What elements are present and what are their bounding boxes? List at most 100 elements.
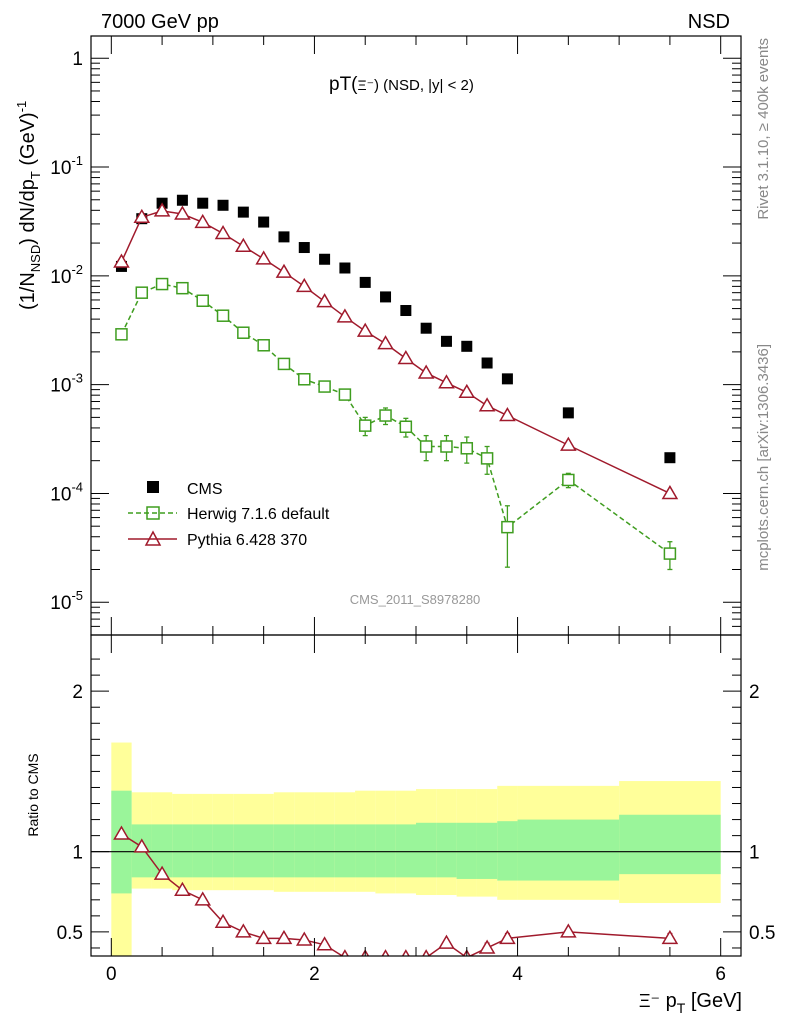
ratio-xtick-label: 4 [512, 964, 523, 985]
pythia-point [255, 250, 272, 265]
herwig-point [155, 277, 169, 291]
header-right: NSD [688, 11, 730, 33]
ratio-ytick-label: 1 [72, 843, 83, 864]
herwig-point [358, 419, 372, 432]
pythia-point [336, 308, 354, 323]
ratio-band-inner [192, 824, 213, 878]
cms-point [258, 216, 270, 228]
herwig-point [399, 420, 413, 434]
legend-cms-label: CMS [187, 481, 223, 498]
ratio-pythia-point [275, 929, 293, 945]
herwig-point [338, 388, 352, 401]
ratio-xtick-label: 2 [309, 964, 320, 985]
herwig-point [176, 281, 189, 295]
main-ylabel: (1/NNSD) dN/dpT (GeV)-1 [14, 101, 43, 310]
main-ytick-label: 10-5 [50, 588, 83, 614]
cms-point [217, 199, 229, 211]
ratio-ylabel: Ratio to CMS [25, 753, 41, 836]
cms-point [400, 305, 412, 317]
ratio-band-inner [294, 824, 315, 878]
pythia-point [458, 383, 476, 399]
ratio-xtick-label: 0 [106, 964, 117, 985]
main-ytick-exponent: -5 [71, 588, 83, 603]
main-ytick-label: 10-4 [50, 479, 83, 505]
ratio-xtick-label: 6 [715, 964, 726, 985]
cms-point [237, 206, 249, 218]
ratio-band-inner [151, 824, 173, 878]
ratio-band-inner [253, 824, 274, 878]
herwig-point [501, 520, 514, 534]
pythia-point [174, 205, 191, 220]
ratio-band-inner [456, 822, 477, 879]
ratio-pythia-point [133, 838, 151, 853]
herwig-point [419, 440, 433, 453]
legend-herwig-label: Herwig 7.1.6 default [187, 506, 330, 523]
ratio-band-inner [497, 821, 518, 881]
cms-point [298, 242, 310, 254]
ratio-band-inner [334, 824, 356, 878]
cms-point [562, 407, 574, 419]
rivet-label: Rivet 3.1.10, ≥ 400k events [755, 38, 772, 220]
cms-point [319, 253, 331, 265]
legend-cms-marker [147, 481, 159, 493]
ratio-pythia-point [661, 929, 679, 945]
main-ytick-exponent: -3 [71, 371, 83, 386]
main-ytick-label: 10-1 [50, 153, 83, 179]
main-ytick-label: 10-3 [50, 371, 83, 397]
ratio-pythia-point [174, 881, 191, 896]
cms-point [664, 452, 676, 464]
xlabel-unit: [GeV] [685, 990, 742, 1012]
mcplots-label: mcplots.cern.ch [arXiv:1306.3436] [755, 344, 772, 571]
ratio-band-inner [111, 790, 132, 894]
main-ytick-label: 1 [72, 49, 83, 70]
ratio-band-inner [314, 824, 335, 878]
main-series-layer [113, 194, 679, 571]
ratio-pythia-point [214, 913, 232, 929]
ratio-pythia-point [438, 934, 455, 949]
analysis-watermark: CMS_2011_S8978280 [350, 592, 481, 607]
main-panel: 1 10-1 10-2 10-3 10-4 10-5 pT(Ξ⁻) (NSD, |y| <… [14, 35, 742, 636]
pythia-point [295, 277, 313, 293]
pythia-point [438, 374, 455, 389]
ratio-pythia-point [113, 825, 130, 840]
pythia-point [397, 349, 415, 365]
herwig-point [480, 452, 494, 465]
main-ytick-exponent: -2 [71, 262, 83, 277]
ratio-pythia-point [235, 923, 252, 938]
ratio-series-group [113, 825, 679, 956]
ratio-xlabel: Ξ⁻ pT [GeV] [639, 990, 742, 1016]
main-axis-ticks: 1 10-1 10-2 10-3 10-4 10-5 [50, 36, 741, 635]
ratio-pythia-point [422, 949, 431, 956]
ratio-band-inner [436, 822, 457, 878]
ratio-pythia-point [560, 923, 577, 938]
herwig-point [460, 442, 474, 455]
cms-point [339, 262, 351, 274]
ratio-band-inner [476, 822, 498, 879]
ratio-pythia-point [499, 929, 516, 945]
herwig-point [196, 294, 209, 308]
herwig-point [318, 380, 331, 393]
herwig-point [237, 326, 250, 339]
ratio-pythia-point [340, 949, 349, 956]
herwig-line [120, 283, 671, 555]
ratio-ytick-label: 2 [72, 682, 83, 703]
ratio-band-inner [375, 824, 396, 878]
pythia-point [133, 208, 151, 224]
cms-point [359, 276, 371, 288]
ratio-band-inner [212, 824, 234, 878]
ratio-pythia-point [478, 939, 496, 954]
cms-point [501, 373, 513, 385]
ratio-uncertainty-bands [91, 742, 741, 956]
ratio-ytick-label-right: 1 [749, 843, 760, 864]
legend: CMS Herwig 7.1.6 default Pythia 6.428 37… [128, 481, 330, 549]
cms-point [461, 340, 473, 352]
ratio-ytick-label-right: 0.5 [749, 923, 775, 944]
legend-pythia-marker [144, 530, 162, 546]
pythia-point [194, 213, 212, 229]
herwig-point [115, 328, 128, 341]
ratio-band-inner [355, 824, 376, 878]
herwig-point [257, 339, 270, 352]
cms-point [481, 357, 493, 369]
pythia-point [113, 253, 130, 268]
pythia-line [120, 210, 671, 495]
